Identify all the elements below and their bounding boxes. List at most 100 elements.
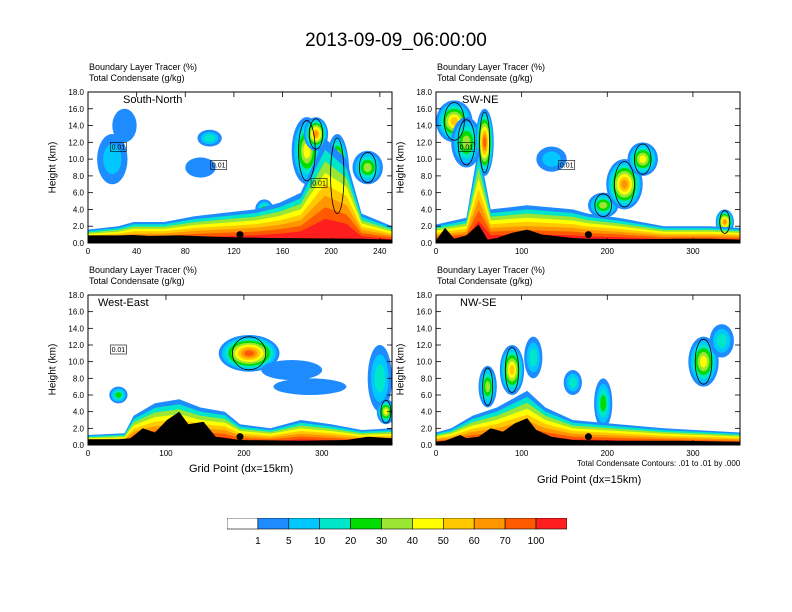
panel-2-cloud-3-level-9 <box>483 137 487 148</box>
panel-4-ytick-label-1: 2.0 <box>421 424 433 433</box>
panel-4-contour-1 <box>482 367 494 406</box>
panel-4-cloud-7-level-3 <box>716 333 727 348</box>
panel-1-ytick-label-1: 2.0 <box>73 222 85 231</box>
panel-1-xtick-label-1: 40 <box>132 247 141 256</box>
panel-2-ytick-label-9: 18.0 <box>416 88 432 97</box>
panel-2-cloud-4-level-2 <box>542 151 561 167</box>
colorbar-swatch-2 <box>257 518 290 530</box>
panel-4-cloud-2-level-7 <box>509 365 515 375</box>
panel-4-xtick-label-2: 200 <box>601 449 615 458</box>
panel-2-ytick-label-6: 12.0 <box>416 138 432 147</box>
panel-2-field-label-1: Boundary Layer Tracer (%) <box>437 62 546 72</box>
panel-2-xtick-label-3: 300 <box>686 247 700 256</box>
colorbar-swatch-11 <box>535 518 567 530</box>
panel-2-ytick-label-0: 0.0 <box>421 239 433 248</box>
panel-3-frame <box>87 294 393 446</box>
panel-2-ytick-label-1: 2.0 <box>421 222 433 231</box>
panel-1-contour-6 <box>298 120 316 182</box>
panel-1-ytick-label-0: 0.0 <box>73 239 85 248</box>
panel-3-xtick-label-3: 300 <box>315 449 329 458</box>
page-title: 2013-09-09_06:00:00 <box>305 30 487 51</box>
panel-3-ytick-label-7: 14.0 <box>68 324 84 333</box>
panel-4-cloud-1-level-5 <box>485 380 491 393</box>
panel-2-terrain <box>436 224 740 243</box>
panel-3-xtick-label-0: 0 <box>86 449 91 458</box>
panel-2-cloud-6-level-8 <box>621 179 628 189</box>
panel-2-contour-3 <box>479 111 491 173</box>
panel-3-ytick-label-2: 4.0 <box>73 408 85 417</box>
panel-4-cloud-4-level-3 <box>568 377 577 388</box>
panel-2-contour-label-2: 0.01 <box>560 162 574 169</box>
panel-1-contour-label-box-2 <box>210 160 228 170</box>
panel-3-cloud-2-level-1 <box>261 360 323 380</box>
panel-2-contour-label-1: 0.01 <box>460 144 474 151</box>
panel-4-field-label-2: Total Condensate (g/kg) <box>437 276 533 286</box>
panel-1-xtick-label-4: 160 <box>276 247 290 256</box>
panel-2-contour-label-box-2 <box>558 160 576 170</box>
panel-1-ytick-label-7: 14.0 <box>68 122 84 131</box>
panel-1-contour-label-3: 0.01 <box>312 180 326 187</box>
panel-1-terrain <box>88 235 392 243</box>
panel-3-contour-1 <box>231 336 267 371</box>
panel-2-tag: SW-NE <box>462 94 499 106</box>
panel-1-tracer-band-8 <box>88 218 392 243</box>
panel-4-ytick-label-9: 18.0 <box>416 291 432 300</box>
panel-3-ytick-label-0: 0.0 <box>73 441 85 450</box>
panel-3-location-marker <box>236 433 244 441</box>
panel-2-ytick-label-5: 10.0 <box>416 155 432 164</box>
panel-3-cloud-3-level-1 <box>273 378 347 395</box>
panel-1-ytick-label-2: 4.0 <box>73 205 85 214</box>
panel-2-ytick-label-7: 14.0 <box>416 122 432 131</box>
panel-3-ytick-label-5: 10.0 <box>68 358 84 367</box>
panel-1: 0.01 0.01 0.01 0.0 2.0 4.0 6.0 8.0 10.0 12.0 14.0 1… <box>68 88 393 256</box>
panel-1-location-marker <box>236 231 244 239</box>
panel-2-field-label-2: Total Condensate (g/kg) <box>437 73 533 83</box>
panel-1-ylabel: Height (km) <box>47 141 59 194</box>
panel-3-xtick-label-1: 100 <box>159 449 173 458</box>
panel-4-tag: NW-SE <box>460 297 497 309</box>
colorbar-label-9: 70 <box>499 536 511 547</box>
colorbar-swatch-7 <box>412 518 444 530</box>
panel-3-ytick-label-3: 6.0 <box>73 391 85 400</box>
colorbar-swatch-4 <box>319 518 351 530</box>
panel-1-xtick-label-2: 80 <box>181 247 190 256</box>
panel-1-xtick-label-5: 200 <box>325 247 339 256</box>
panel-2-ytick-label-4: 8.0 <box>421 172 433 181</box>
panel-1-ytick-label-8: 16.0 <box>68 105 84 114</box>
panel-3-cloud-6-level-4 <box>115 392 122 398</box>
panel-1-contour-9 <box>358 151 377 183</box>
panel-3-ytick-label-8: 16.0 <box>68 308 84 317</box>
panel-2-ytick-label-8: 16.0 <box>416 105 432 114</box>
colorbar-label-7: 50 <box>437 536 449 547</box>
colorbar-swatch-9 <box>473 518 506 530</box>
colorbar-swatch-5 <box>350 518 382 530</box>
panel-4-xtick-label-1: 100 <box>515 449 529 458</box>
colorbar-swatch-10 <box>504 518 537 530</box>
colorbar <box>227 518 567 530</box>
panel-1-ytick-label-4: 8.0 <box>73 172 85 181</box>
panel-4-location-marker <box>584 433 592 441</box>
colorbar-label-6: 40 <box>406 536 418 547</box>
panel-1-xtick-label-0: 0 <box>86 247 91 256</box>
colorbar-label-1: 1 <box>255 536 261 547</box>
panel-4: 0.0 2.0 4.0 6.0 8.0 10.0 12.0 14.0 16.0 18.0 0 100 2… <box>416 291 741 458</box>
panel-1-contour-8 <box>330 137 345 215</box>
panel-3-field-label-1: Boundary Layer Tracer (%) <box>89 265 198 275</box>
panel-2-contour-label-box-1 <box>458 142 475 152</box>
panel-2-ylabel: Height (km) <box>395 141 407 194</box>
panel-1-cloud-9-level-5 <box>363 162 372 173</box>
panel-2-contour-6 <box>614 161 635 208</box>
panel-2-contour-8 <box>719 210 731 234</box>
panel-3-xlabel: Grid Point (dx=15km) <box>189 463 294 475</box>
panel-4-cloud-5-level-4 <box>600 395 607 412</box>
panel-3-xtick-label-2: 200 <box>237 449 251 458</box>
panel-1-contour-7 <box>308 118 324 150</box>
colorbar-label-3: 10 <box>314 536 326 547</box>
panel-4-xlabel: Grid Point (dx=15km) <box>537 474 642 486</box>
panel-2-location-marker <box>584 231 592 239</box>
panel-2: 0.01 0.01 0.0 2.0 4.0 6.0 8.0 10.0 12.0 14.0 16.0 1… <box>416 88 741 256</box>
panel-1-ytick-label-5: 10.0 <box>68 155 84 164</box>
panel-2-cloud-8-level-8 <box>723 219 727 225</box>
colorbar-swatch-1 <box>227 518 259 530</box>
colorbar-label-5: 30 <box>375 536 388 547</box>
